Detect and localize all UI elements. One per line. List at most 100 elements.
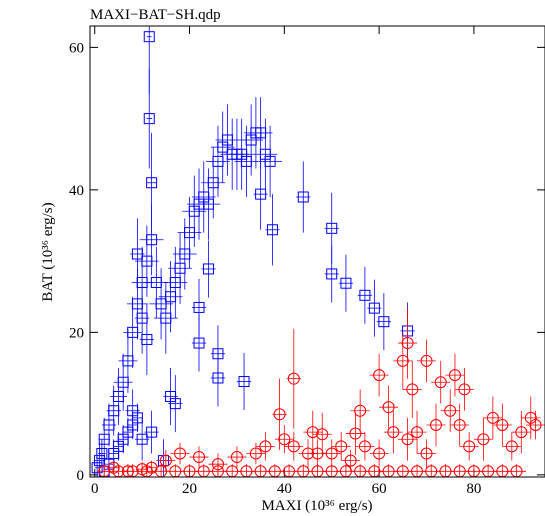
data-point [417,339,436,383]
data-point [296,161,311,233]
data-point [258,125,282,197]
data-point [239,104,263,176]
data-point [459,432,479,461]
chart-title: MAXI−BAT−SH.qdp [90,7,221,23]
data-point [402,360,422,418]
data-point [163,246,188,319]
data-point [376,293,391,351]
data-point [284,432,304,461]
data-point [96,439,108,468]
data-point [156,449,176,472]
data-point [253,158,268,230]
data-point [135,417,150,461]
data-point [426,403,446,447]
data-point [118,328,138,393]
data-point [189,446,209,468]
series-square [91,26,415,477]
data-point [303,410,323,454]
data-point [398,417,418,461]
y-tick-label: 60 [69,40,84,56]
data-point [130,218,145,290]
y-tick-label: 20 [69,325,84,341]
data-point [215,104,240,176]
x-tick-label: 0 [91,481,99,497]
y-tick-label: 0 [77,468,85,484]
data-point [445,353,465,397]
plot-frame [89,25,545,478]
data-point [274,424,294,454]
y-tick-label: 40 [69,183,84,199]
data-point [379,385,399,429]
x-tick-label: 20 [182,481,197,497]
data-point [521,396,541,440]
data-point [511,410,531,454]
data-point [431,360,451,404]
x-axis-label: MAXI (10³⁶ erg/s) [261,498,372,514]
x-tick-label: 80 [466,481,481,497]
data-point [383,410,403,454]
data-point [341,449,361,472]
data-point [191,161,216,233]
data-point [210,349,226,407]
data-point [526,410,545,440]
data-point [131,403,143,433]
data-point [350,389,370,433]
data-point [143,68,155,169]
data-point [357,266,373,324]
data-point [338,254,354,312]
data-point [345,412,365,455]
data-point [393,332,413,390]
data-point [168,232,192,304]
data-point [322,439,342,468]
data-point [229,118,254,190]
data-point [170,442,190,465]
data-point [145,460,158,475]
data-point [324,245,339,303]
data-point [369,439,389,468]
data-point [255,432,275,461]
data-point [398,307,418,379]
data-point [492,403,512,447]
data-point [507,464,527,477]
data-point [158,261,183,333]
series-layer [91,26,545,477]
data-point [502,432,522,461]
data-point [210,111,235,183]
data-point [206,125,230,197]
data-point [286,328,301,429]
data-point [201,240,216,298]
data-point [182,175,207,247]
data-point [191,314,207,372]
axes: 0 20 40 60 80 0 20 40 60 [69,26,545,497]
data-point [407,410,427,454]
data-point [355,432,375,461]
data-point [440,389,460,433]
data-point [253,118,278,190]
data-point [136,462,149,477]
data-point [146,132,158,233]
data-point [473,417,493,461]
x-tick-label: 60 [372,481,387,497]
data-point [483,396,503,440]
data-point [417,439,436,468]
data-point [265,194,280,266]
y-axis-label: BAT (10³⁶ erg/s) [40,202,56,301]
data-point [331,432,351,461]
data-point [168,375,183,433]
data-point [450,403,470,447]
data-point [312,412,332,456]
data-point [454,367,474,411]
data-point [369,353,389,397]
data-point [236,353,252,411]
data-point [227,446,247,468]
series-circle [97,307,545,477]
data-point [367,279,382,337]
data-point [107,460,120,475]
data-point [149,268,173,340]
data-point [144,410,159,454]
x-tick-label: 40 [277,481,292,497]
data-point [208,453,228,475]
data-point [139,303,154,376]
data-point [272,378,287,450]
